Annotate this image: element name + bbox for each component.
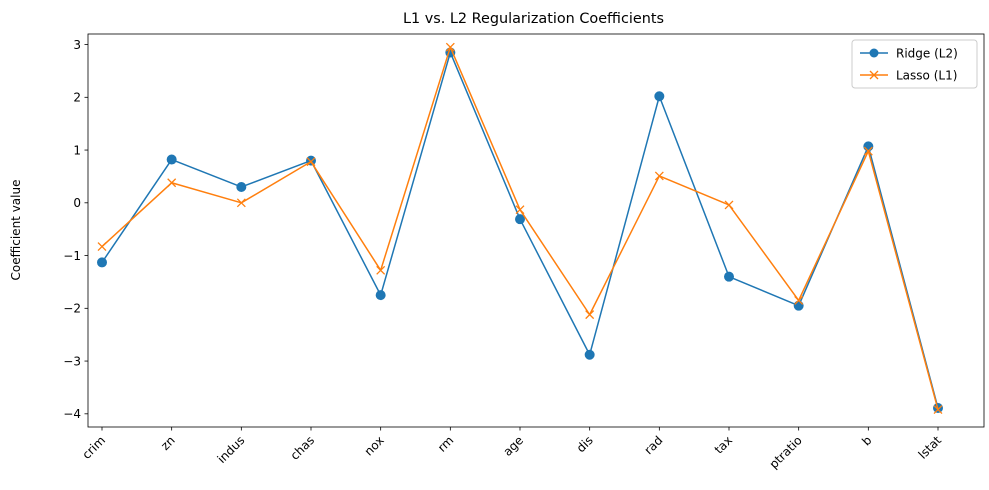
chart-title: L1 vs. L2 Regularization Coefficients bbox=[403, 11, 664, 27]
data-point bbox=[585, 310, 595, 320]
y-tick-label: −3 bbox=[63, 354, 81, 368]
data-point bbox=[793, 300, 804, 311]
x-marker-stroke bbox=[236, 198, 246, 208]
data-point bbox=[654, 171, 664, 181]
data-point bbox=[306, 157, 316, 167]
x-marker-stroke bbox=[654, 171, 664, 181]
y-tick-label: −1 bbox=[63, 249, 81, 263]
data-point bbox=[97, 242, 107, 252]
y-tick-label: −2 bbox=[63, 302, 81, 316]
x-marker-stroke bbox=[376, 265, 386, 275]
data-point bbox=[654, 91, 665, 102]
legend-item: Lasso (L1) bbox=[860, 68, 957, 82]
data-point bbox=[445, 42, 455, 52]
data-point bbox=[167, 178, 177, 188]
data-point bbox=[97, 257, 107, 268]
legend-label: Lasso (L1) bbox=[896, 68, 957, 82]
data-point bbox=[863, 146, 873, 156]
series-lasso bbox=[97, 42, 943, 415]
data-point bbox=[724, 271, 734, 282]
legend-box bbox=[851, 39, 978, 89]
data-point bbox=[933, 405, 943, 415]
x-marker-stroke bbox=[167, 178, 177, 188]
axes-frame bbox=[87, 33, 985, 428]
y-axis-label: Coefficient value bbox=[9, 180, 23, 281]
y-tick-label: 1 bbox=[73, 143, 81, 157]
x-marker-stroke bbox=[933, 405, 943, 415]
data-point bbox=[515, 205, 525, 215]
data-point bbox=[794, 295, 804, 305]
x-marker-stroke bbox=[724, 200, 734, 210]
y-tick-label: 0 bbox=[73, 196, 81, 210]
data-point bbox=[584, 349, 595, 360]
data-point bbox=[166, 154, 177, 165]
x-marker-stroke bbox=[585, 310, 595, 320]
legend-item: Ridge (L2) bbox=[860, 46, 958, 60]
data-point bbox=[724, 200, 734, 210]
data-point bbox=[375, 290, 386, 301]
data-point bbox=[515, 214, 525, 225]
legend: Ridge (L2) Lasso (L1) bbox=[851, 39, 978, 89]
legend-marker bbox=[869, 48, 879, 58]
y-tick-label: −4 bbox=[63, 407, 81, 421]
x-marker-stroke bbox=[445, 42, 455, 52]
x-marker-stroke bbox=[306, 157, 316, 167]
x-marker-stroke bbox=[863, 146, 873, 156]
data-point bbox=[236, 181, 247, 192]
legend-marker bbox=[869, 70, 879, 80]
x-marker-stroke bbox=[794, 295, 804, 305]
legend-label: Ridge (L2) bbox=[896, 46, 958, 60]
data-point bbox=[863, 141, 874, 152]
data-point bbox=[376, 265, 386, 275]
data-point bbox=[236, 198, 246, 208]
y-tick-label: 2 bbox=[73, 91, 81, 105]
x-marker-stroke bbox=[515, 205, 525, 215]
y-tick-label: 3 bbox=[73, 38, 81, 52]
x-marker-stroke bbox=[97, 242, 107, 252]
